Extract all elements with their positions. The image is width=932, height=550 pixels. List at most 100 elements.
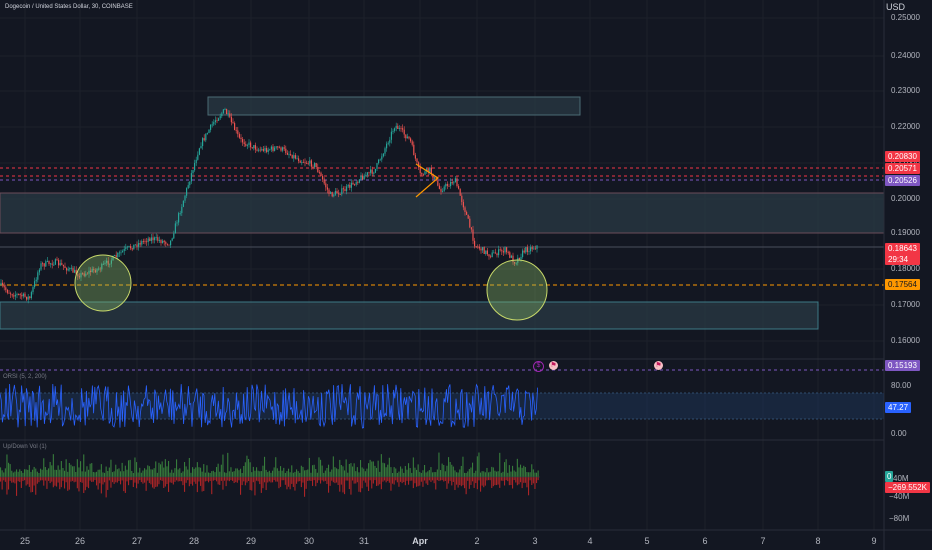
osc-series bbox=[0, 383, 538, 429]
vol-up-bar bbox=[230, 467, 232, 477]
vol-up-bar bbox=[468, 469, 470, 477]
currency-label[interactable]: USD bbox=[886, 2, 906, 12]
vol-up-bar bbox=[249, 462, 251, 477]
vol-up-bar bbox=[132, 472, 134, 477]
vol-up-bar bbox=[185, 466, 187, 477]
flag-icon[interactable]: ⚑ bbox=[654, 361, 663, 370]
candle-body bbox=[99, 268, 101, 270]
vol-down-bar bbox=[294, 477, 296, 491]
candle-body bbox=[430, 167, 432, 174]
candle-body bbox=[158, 240, 160, 241]
vol-up-bar bbox=[422, 470, 424, 477]
vol-up-bar bbox=[219, 471, 221, 477]
vol-down-bar bbox=[497, 477, 499, 485]
vol-up-bar bbox=[188, 457, 190, 477]
candle-body bbox=[245, 144, 247, 146]
candle-body bbox=[83, 273, 85, 276]
vol-down-bar bbox=[494, 477, 496, 486]
candle-body bbox=[160, 240, 162, 243]
vol-up-bar bbox=[80, 461, 82, 477]
vol-down-bar bbox=[99, 477, 101, 484]
time-tick: 26 bbox=[74, 536, 86, 546]
vol-up-bar bbox=[380, 454, 382, 477]
candle-body bbox=[387, 142, 389, 144]
vol-down-bar bbox=[203, 477, 205, 491]
vol-up-bar bbox=[396, 472, 398, 477]
candle-body bbox=[6, 289, 8, 293]
volume-label[interactable]: Up/Down Vol (1) bbox=[3, 444, 47, 450]
vol-up-bar bbox=[147, 465, 149, 477]
vol-down-bar bbox=[273, 477, 275, 481]
symbol-title[interactable]: Dogecoin / United States Dollar, 30, COI… bbox=[5, 4, 133, 10]
vol-down-bar bbox=[80, 477, 82, 483]
candle-body bbox=[88, 270, 90, 274]
vol-down-bar bbox=[17, 477, 19, 482]
vol-down-bar bbox=[8, 477, 10, 490]
oscillator-label[interactable]: ORSI (5, 2, 200) bbox=[3, 374, 47, 380]
candle-body bbox=[413, 144, 415, 156]
candle-body bbox=[523, 250, 525, 253]
vol-down-bar bbox=[331, 477, 333, 481]
vol-up-bar bbox=[88, 469, 90, 477]
vol-down-bar bbox=[212, 477, 214, 481]
vol-down-bar bbox=[454, 477, 456, 491]
triangle-drawing bbox=[415, 163, 440, 198]
vol-down-bar bbox=[214, 477, 216, 481]
vol-down-bar bbox=[236, 477, 238, 483]
vol-up-bar bbox=[262, 465, 264, 477]
vol-down-bar bbox=[355, 477, 357, 484]
vol-up-bar bbox=[446, 465, 448, 477]
candle-body bbox=[470, 227, 472, 230]
vol-up-bar bbox=[203, 464, 205, 477]
vol-down-bar bbox=[200, 477, 202, 486]
vol-down-bar bbox=[102, 477, 104, 485]
candle-body bbox=[258, 149, 260, 151]
candle-body bbox=[310, 160, 312, 167]
vol-down-bar bbox=[512, 477, 514, 489]
vol-up-bar bbox=[238, 470, 240, 477]
candle-body bbox=[27, 296, 29, 300]
vol-up-bar bbox=[312, 465, 314, 477]
vol-down-bar bbox=[473, 477, 475, 488]
candle-body bbox=[104, 262, 106, 264]
vol-up-bar bbox=[0, 467, 2, 477]
vol-up-bar bbox=[376, 467, 378, 477]
vol-up-bar bbox=[44, 467, 46, 477]
vol-down-bar bbox=[299, 477, 301, 482]
vol-up-bar bbox=[270, 472, 272, 477]
vol-up-bar bbox=[374, 465, 376, 477]
vol-down-bar bbox=[193, 477, 195, 482]
vol-down-bar bbox=[49, 477, 51, 484]
candle-body bbox=[283, 147, 285, 149]
vol-up-bar bbox=[144, 468, 146, 477]
candle-body bbox=[448, 185, 450, 187]
candle-body bbox=[216, 120, 218, 122]
candle-body bbox=[522, 250, 524, 257]
vol-down-bar bbox=[209, 477, 211, 481]
vol-down-bar bbox=[492, 477, 494, 487]
dividend-icon[interactable]: $ bbox=[533, 361, 544, 372]
vol-up-bar bbox=[27, 469, 29, 477]
vol-down-bar bbox=[22, 477, 24, 482]
vol-up-bar bbox=[38, 472, 40, 477]
candle-body bbox=[386, 143, 388, 149]
vol-down-bar bbox=[150, 477, 152, 485]
candle-body bbox=[302, 162, 304, 163]
candle-body bbox=[178, 213, 180, 223]
price-badge: 0.20830 bbox=[885, 151, 920, 162]
vol-up-bar bbox=[414, 467, 416, 477]
vol-up-bar bbox=[217, 463, 219, 477]
vol-up-bar bbox=[524, 467, 526, 477]
vol-down-bar bbox=[348, 477, 350, 490]
vol-down-bar bbox=[108, 477, 110, 481]
vol-down-bar bbox=[472, 477, 474, 482]
candle-body bbox=[346, 186, 348, 192]
vol-down-bar bbox=[216, 477, 218, 482]
candle-body bbox=[291, 154, 293, 159]
candle-body bbox=[107, 260, 109, 265]
vol-down-bar bbox=[340, 477, 342, 485]
vol-up-bar bbox=[268, 470, 270, 477]
vol-up-bar bbox=[65, 459, 67, 477]
flag-icon[interactable]: ⚑ bbox=[549, 361, 558, 370]
